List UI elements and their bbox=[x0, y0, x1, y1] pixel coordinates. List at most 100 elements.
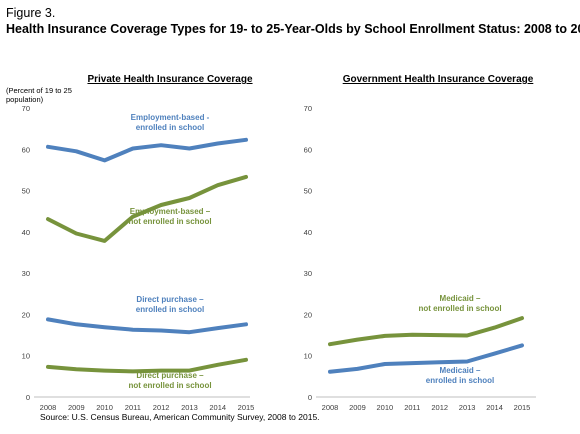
government-series bbox=[328, 316, 524, 374]
government-xtick-label: 2013 bbox=[459, 403, 476, 412]
private-data-point bbox=[187, 196, 192, 200]
government-chart-title: Government Health Insurance Coverage bbox=[343, 74, 534, 85]
government-data-point bbox=[465, 333, 469, 338]
private-series-line bbox=[46, 174, 248, 243]
government-data-point bbox=[438, 333, 442, 337]
private-ylabel-line-2: population) bbox=[6, 95, 44, 104]
private-xtick-label: 2014 bbox=[209, 403, 226, 412]
private-data-point bbox=[244, 358, 248, 362]
government-ytick-label: 10 bbox=[304, 352, 312, 361]
private-data-point bbox=[74, 322, 78, 326]
private-data-point bbox=[131, 214, 135, 219]
private-data-point bbox=[159, 143, 163, 147]
private-series-line bbox=[46, 317, 248, 335]
private-xticks: 2008 2009 2010 2011 2012 2013 2014 2015 bbox=[40, 403, 255, 412]
government-chart: Government Health Insurance Coverage 0 10… bbox=[304, 74, 536, 412]
government-series-label: Medicaid – bbox=[440, 294, 481, 303]
private-ytick-label: 50 bbox=[22, 187, 30, 196]
private-data-point bbox=[74, 367, 78, 371]
government-data-point bbox=[520, 316, 524, 320]
government-series-line bbox=[328, 316, 524, 347]
government-ytick-label: 30 bbox=[304, 269, 312, 278]
private-data-point bbox=[187, 368, 192, 373]
figure-label: Figure 3. bbox=[6, 6, 56, 20]
private-chart: Private Health Insurance Coverage (Perce… bbox=[6, 74, 254, 412]
private-series-label: Employment-based - bbox=[131, 113, 210, 122]
government-ytick-label: 20 bbox=[304, 310, 312, 319]
government-series-label: Medicaid – bbox=[440, 366, 481, 375]
private-xtick-label: 2010 bbox=[96, 403, 113, 412]
government-data-point bbox=[410, 361, 414, 365]
government-series-label: not enrolled in school bbox=[418, 304, 501, 313]
private-ytick-label: 60 bbox=[22, 145, 30, 154]
government-xtick-label: 2010 bbox=[377, 403, 394, 412]
private-data-point bbox=[46, 145, 50, 149]
government-ytick-label: 40 bbox=[304, 228, 312, 237]
private-data-point bbox=[102, 368, 107, 373]
source-note: Source: U.S. Census Bureau, American Com… bbox=[40, 412, 320, 422]
private-data-point bbox=[216, 183, 220, 187]
government-data-point bbox=[465, 359, 469, 364]
private-xtick-label: 2015 bbox=[238, 403, 255, 412]
private-data-point bbox=[216, 141, 220, 146]
private-data-point bbox=[102, 325, 107, 329]
private-data-point bbox=[159, 368, 163, 373]
government-xticks: 2008 2009 2010 2011 2012 2013 2014 2015 bbox=[322, 403, 531, 412]
private-xtick-label: 2012 bbox=[153, 403, 170, 412]
private-ytick-label: 10 bbox=[22, 352, 30, 361]
government-ytick-label: 50 bbox=[304, 187, 312, 196]
private-series-label: Employment-based – bbox=[130, 207, 211, 216]
government-data-point bbox=[492, 326, 497, 330]
private-ytick-label: 70 bbox=[22, 104, 30, 113]
private-series bbox=[46, 137, 248, 374]
private-data-point bbox=[216, 363, 220, 367]
government-xtick-label: 2011 bbox=[404, 403, 420, 412]
private-ytick-label: 30 bbox=[22, 269, 30, 278]
private-series-label: not enrolled in school bbox=[128, 381, 211, 390]
private-xtick-label: 2009 bbox=[68, 403, 85, 412]
private-data-point bbox=[46, 217, 50, 221]
private-series-label: not enrolled in school bbox=[128, 217, 211, 226]
private-data-point bbox=[74, 231, 78, 236]
private-series-label: enrolled in school bbox=[136, 305, 204, 314]
private-xtick-label: 2008 bbox=[40, 403, 57, 412]
government-labels: Medicaid –not enrolled in schoolMedicaid… bbox=[418, 294, 501, 385]
private-ytick-label: 0 bbox=[26, 393, 30, 402]
government-data-point bbox=[383, 362, 387, 366]
government-ytick-label: 60 bbox=[304, 145, 312, 154]
government-xtick-label: 2012 bbox=[431, 403, 448, 412]
government-data-point bbox=[355, 338, 360, 342]
government-xtick-label: 2008 bbox=[322, 403, 339, 412]
private-ytick-label: 20 bbox=[22, 310, 30, 319]
government-data-point bbox=[328, 370, 332, 374]
private-data-point bbox=[159, 328, 163, 333]
government-ytick-label: 0 bbox=[308, 393, 312, 402]
government-xtick-label: 2014 bbox=[486, 403, 503, 412]
government-ytick-label: 70 bbox=[304, 104, 312, 113]
government-data-point bbox=[328, 342, 332, 346]
government-data-point bbox=[383, 334, 387, 338]
private-data-point bbox=[159, 203, 163, 207]
private-yticks: 0 10 20 30 40 50 60 70 bbox=[22, 104, 30, 402]
private-series-line bbox=[46, 357, 248, 374]
government-xtick-label: 2009 bbox=[349, 403, 366, 412]
private-data-point bbox=[46, 317, 50, 321]
government-yticks: 0 10 20 30 40 50 60 70 bbox=[304, 104, 312, 402]
private-ylabel-line-1: (Percent of 19 to 25 bbox=[6, 86, 72, 95]
private-ytick-label: 40 bbox=[22, 228, 30, 237]
private-data-point bbox=[131, 328, 135, 332]
private-data-point bbox=[131, 146, 135, 151]
private-data-point bbox=[131, 369, 135, 374]
private-data-point bbox=[187, 146, 192, 151]
private-data-point bbox=[244, 175, 248, 179]
government-data-point bbox=[355, 367, 360, 371]
private-data-point bbox=[74, 149, 78, 153]
private-data-point bbox=[46, 365, 50, 369]
government-series-label: enrolled in school bbox=[426, 376, 494, 385]
private-data-point bbox=[102, 239, 107, 243]
private-data-point bbox=[244, 138, 248, 142]
private-data-point bbox=[244, 322, 248, 326]
private-series-label: enrolled in school bbox=[136, 123, 204, 132]
private-series-label: Direct purchase – bbox=[136, 371, 204, 380]
